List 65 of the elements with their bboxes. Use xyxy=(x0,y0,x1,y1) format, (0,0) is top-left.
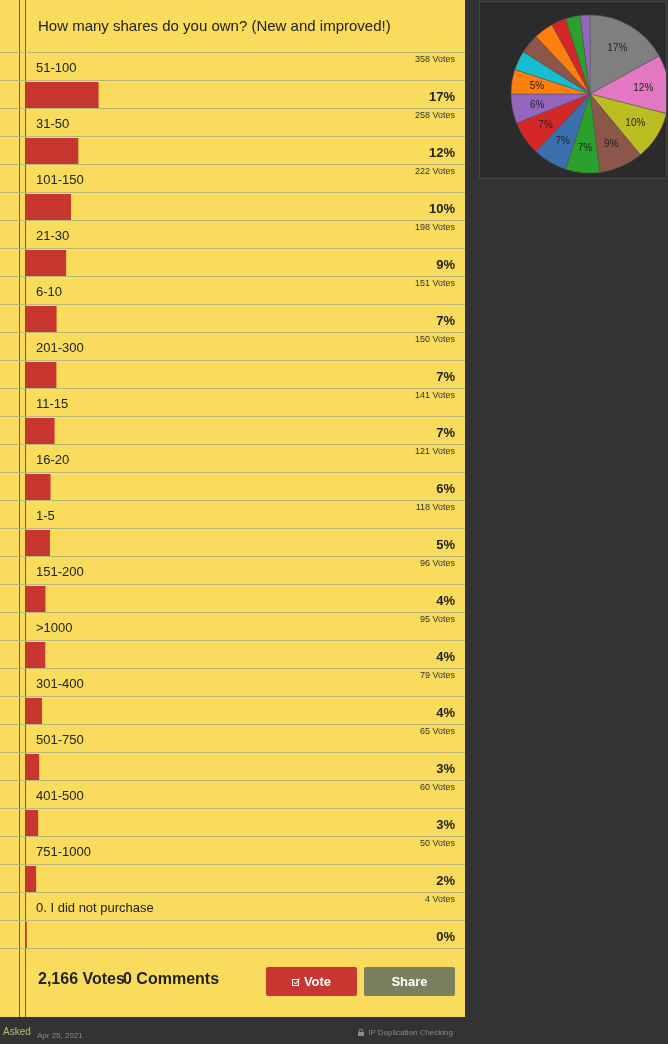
data-label: 150 Votes xyxy=(414,334,456,344)
data-label: 95 Votes xyxy=(419,614,456,624)
data-label: 151 Votes xyxy=(414,278,456,288)
text: 7% xyxy=(436,369,456,384)
data-label: 10% xyxy=(625,117,646,129)
text: 7% xyxy=(436,425,456,440)
text: 0 Comments xyxy=(123,970,220,988)
y-tick-label: 201-300 xyxy=(36,340,84,355)
data-label: 79 Votes xyxy=(419,670,456,680)
data-label: 50 Votes xyxy=(419,838,456,848)
y-tick-label: 0. I did not purchase xyxy=(36,900,154,915)
text: 4% xyxy=(436,649,456,664)
data-label: 118 Votes xyxy=(415,502,456,512)
data-label: 96 Votes xyxy=(419,558,456,568)
text: 6% xyxy=(436,481,456,496)
text: Asked xyxy=(3,1026,31,1037)
y-tick-label: 101-150 xyxy=(36,172,84,187)
text: 4% xyxy=(436,705,456,720)
text: 5% xyxy=(436,537,456,552)
data-label: 7% xyxy=(577,141,593,153)
data-label: 4 Votes xyxy=(424,894,456,904)
y-tick-label: 151-200 xyxy=(36,564,84,579)
text: 3% xyxy=(436,817,456,832)
y-tick-label: >1000 xyxy=(36,620,73,635)
data-label: 65 Votes xyxy=(419,726,456,736)
y-tick-label: 6-10 xyxy=(36,284,63,299)
data-label: 121 Votes xyxy=(414,446,456,456)
y-tick-label: 301-400 xyxy=(36,676,84,691)
y-tick-label: 11-15 xyxy=(36,396,69,411)
data-label: 5% xyxy=(529,80,545,92)
data-label: 141 Votes xyxy=(414,390,456,400)
data-label: 258 Votes xyxy=(414,110,456,120)
y-tick-label: 16-20 xyxy=(36,452,70,467)
data-label: 12% xyxy=(633,81,654,93)
data-label: 60 Votes xyxy=(419,782,456,792)
text: 7% xyxy=(436,313,456,328)
y-tick-label: 51-100 xyxy=(36,60,77,75)
text: 17% xyxy=(428,89,456,104)
text: How many shares do you own? (New and improved!) xyxy=(38,17,391,34)
data-label: 17% xyxy=(607,42,628,54)
text: 2,166 Votes xyxy=(38,970,125,988)
data-label: 198 Votes xyxy=(414,222,456,232)
text: Vote xyxy=(303,974,332,989)
text: 12% xyxy=(428,145,456,160)
text: 10% xyxy=(428,201,456,216)
text: 2% xyxy=(436,873,456,888)
text: 9% xyxy=(436,257,456,272)
y-tick-label: 501-750 xyxy=(36,732,84,747)
data-label: 6% xyxy=(530,98,545,110)
data-label: 7% xyxy=(555,134,570,146)
data-label: 9% xyxy=(604,137,619,149)
text: 4% xyxy=(436,593,456,608)
data-label: 222 Votes xyxy=(414,166,456,176)
data-label: 358 Votes xyxy=(414,54,456,64)
y-tick-label: 1-5 xyxy=(36,508,55,523)
y-tick-label: 751-1000 xyxy=(36,844,91,859)
text: 0% xyxy=(436,929,456,944)
text: 3% xyxy=(436,761,456,776)
y-tick-label: 21-30 xyxy=(36,228,70,243)
text: IP Duplication Checking xyxy=(368,1028,453,1037)
data-label: 7% xyxy=(538,118,553,130)
y-tick-label: 401-500 xyxy=(36,788,84,803)
text: Share xyxy=(364,967,455,996)
text: Apr 25, 2021 xyxy=(37,1031,83,1040)
y-tick-label: 31-50 xyxy=(36,116,70,131)
